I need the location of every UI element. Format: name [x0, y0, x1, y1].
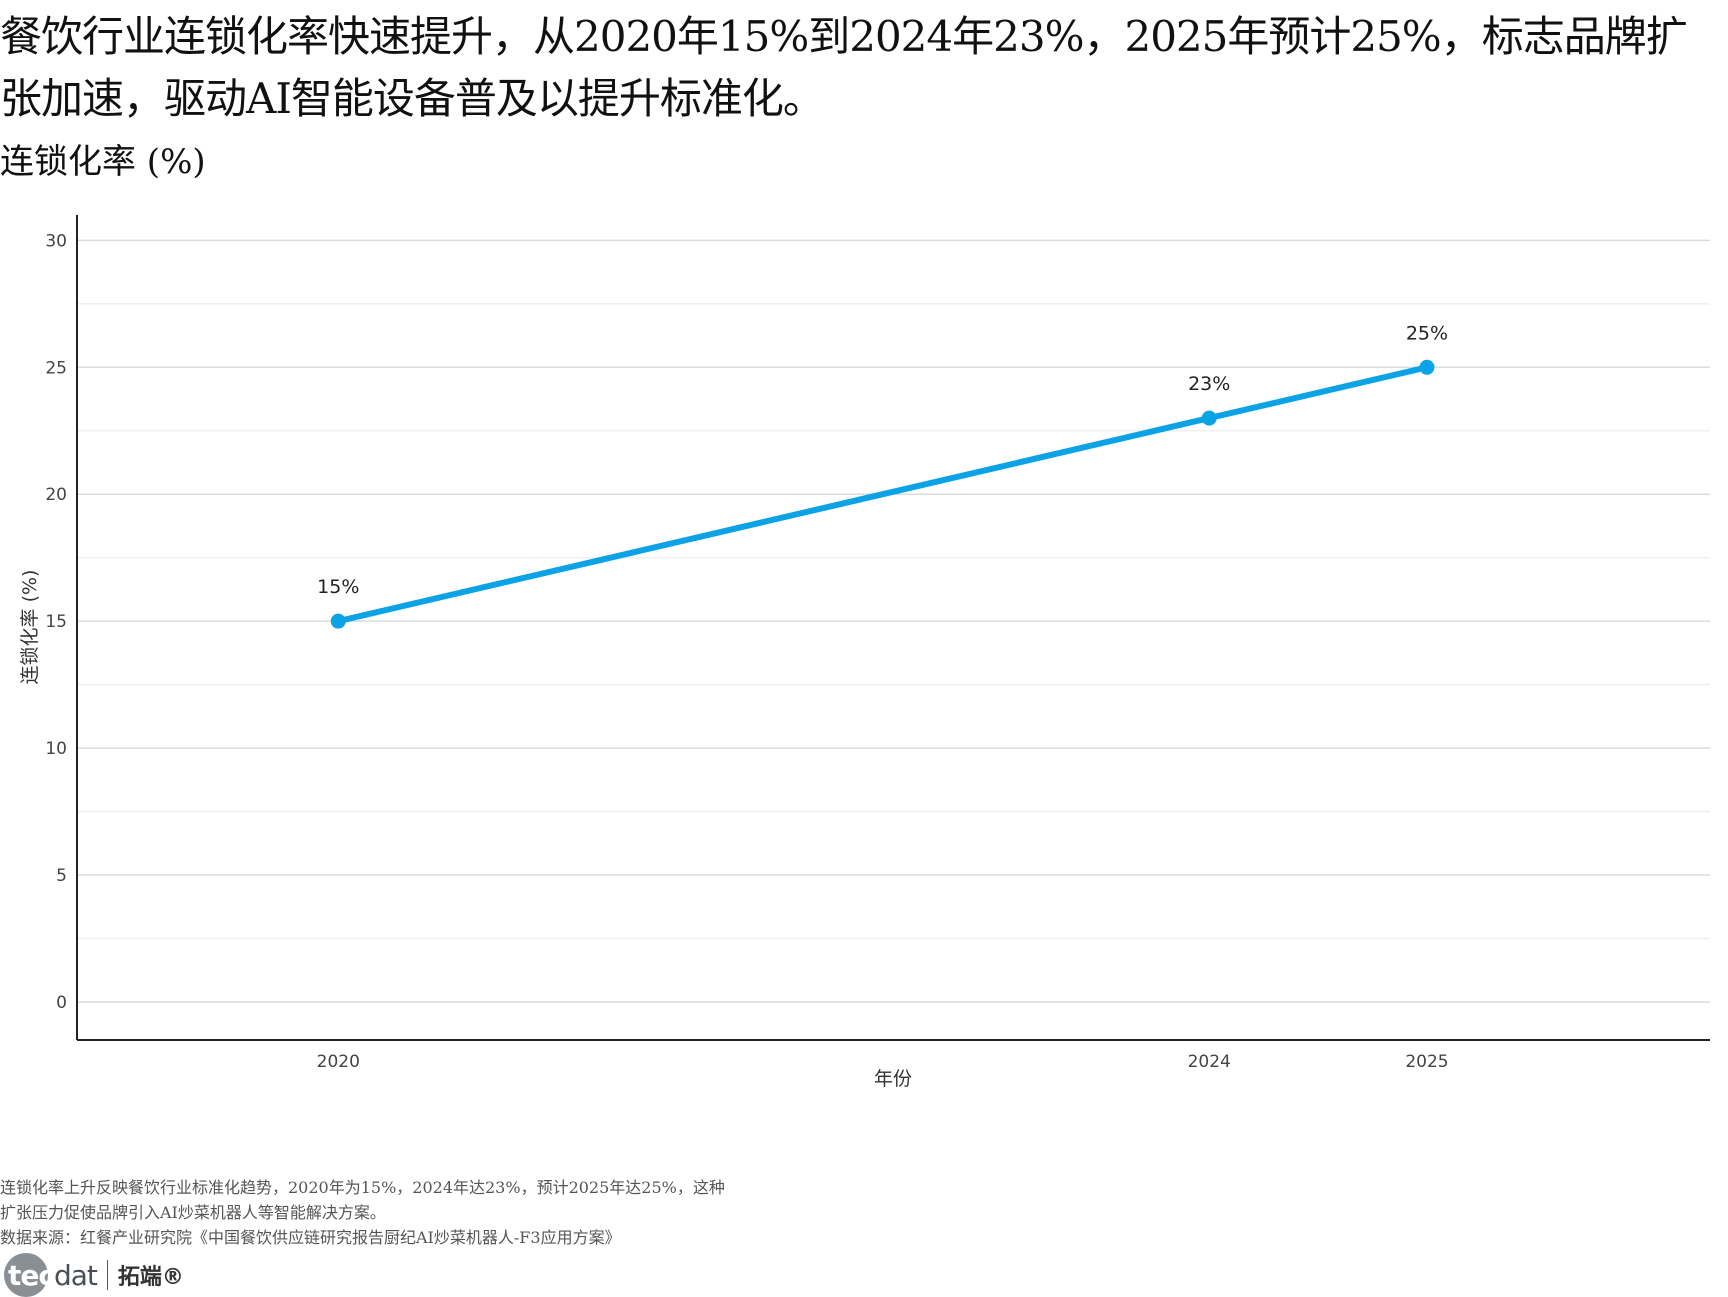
y-tick-label: 5	[56, 866, 67, 886]
y-axis-title: 连锁化率 (%)	[19, 570, 41, 685]
note-line-2: 扩张压力促使品牌引入AI炒菜机器人等智能解决方案。	[0, 1203, 386, 1222]
x-axis-title: 年份	[874, 1068, 912, 1090]
x-tick-label: 2024	[1188, 1052, 1231, 1072]
minor-grid	[77, 303, 1710, 940]
y-tick-label: 20	[45, 485, 67, 505]
logo-brand-text: 拓端®	[117, 1265, 184, 1290]
y-tick-label: 15	[45, 612, 67, 632]
y-tick-label: 30	[45, 231, 67, 251]
data-label: 23%	[1188, 373, 1230, 395]
logo-divider	[106, 1260, 108, 1290]
chart-notes: 连锁化率上升反映餐饮行业标准化趋势，2020年为15%，2024年达23%，预计…	[0, 1175, 725, 1250]
note-line-1: 连锁化率上升反映餐饮行业标准化趋势，2020年为15%，2024年达23%，预计…	[0, 1178, 725, 1197]
series-layer: 15% 23% 25%	[317, 322, 1448, 629]
major-grid	[77, 239, 1710, 1003]
data-label: 15%	[317, 576, 359, 598]
tecdat-logo: tec dat 拓端®	[4, 1253, 184, 1297]
logo-tec-text: tec	[8, 1258, 55, 1292]
chart-headline: 餐饮行业连锁化率快速提升，从2020年15%到2024年23%，2025年预计2…	[0, 12, 1688, 123]
chart-subtitle: 连锁化率 (%)	[0, 142, 206, 182]
data-point	[1419, 359, 1435, 375]
data-point	[330, 613, 346, 629]
data-source: 数据来源：红餐产业研究院《中国餐饮供应链研究报告厨纪AI炒菜机器人-F3应用方案…	[0, 1228, 621, 1247]
x-tick-labels: 2020 2024 2025	[317, 1052, 1449, 1072]
data-point	[1201, 410, 1217, 426]
y-tick-label: 0	[56, 993, 67, 1013]
logo-dat-text: dat	[53, 1258, 98, 1292]
logo-circle-icon	[4, 1253, 48, 1297]
y-tick-labels: 0 5 10 15 20 25 30	[45, 231, 67, 1013]
x-tick-label: 2020	[317, 1052, 360, 1072]
y-tick-label: 10	[45, 739, 67, 759]
y-tick-label: 25	[45, 358, 67, 378]
x-tick-label: 2025	[1405, 1052, 1448, 1072]
data-label: 25%	[1406, 322, 1448, 344]
